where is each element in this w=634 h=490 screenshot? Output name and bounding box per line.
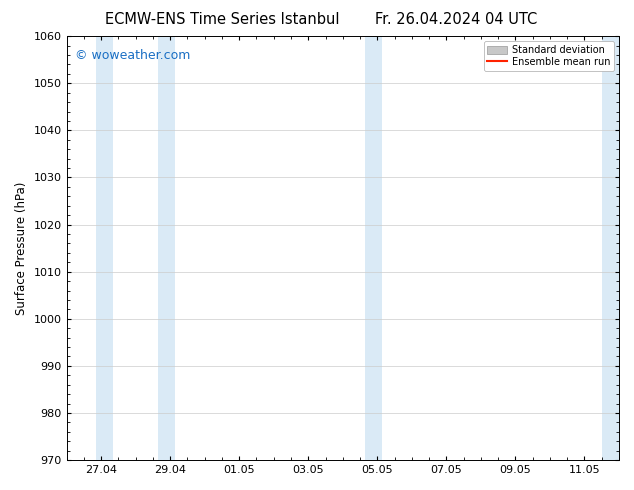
Text: Fr. 26.04.2024 04 UTC: Fr. 26.04.2024 04 UTC bbox=[375, 12, 538, 27]
Text: © woweather.com: © woweather.com bbox=[75, 49, 190, 62]
Y-axis label: Surface Pressure (hPa): Surface Pressure (hPa) bbox=[15, 181, 28, 315]
Bar bbox=[96, 36, 113, 460]
Text: ECMW-ENS Time Series Istanbul: ECMW-ENS Time Series Istanbul bbox=[105, 12, 339, 27]
Bar bbox=[602, 36, 619, 460]
Bar bbox=[365, 36, 382, 460]
Legend: Standard deviation, Ensemble mean run: Standard deviation, Ensemble mean run bbox=[484, 41, 614, 71]
Bar bbox=[158, 36, 176, 460]
